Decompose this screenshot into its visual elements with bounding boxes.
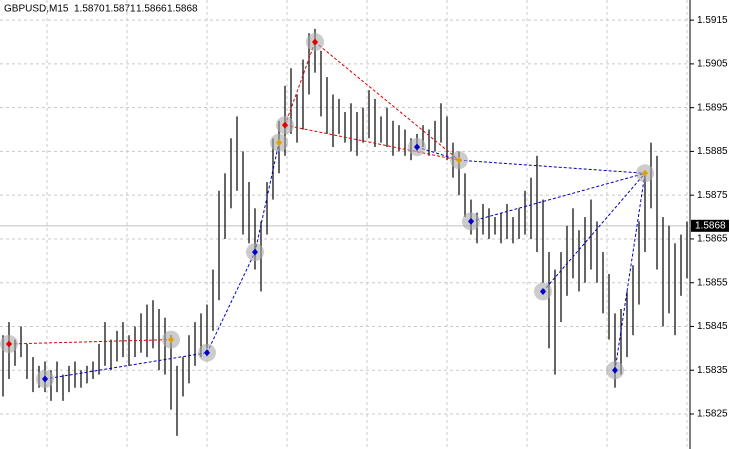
marker <box>42 375 48 383</box>
marker <box>204 349 210 357</box>
quote-value: 1.5871 <box>105 4 136 15</box>
marker <box>312 38 318 46</box>
zigzag-link <box>542 172 646 292</box>
marker <box>282 121 288 129</box>
zigzag-link <box>44 352 208 380</box>
zigzag-link <box>614 173 646 371</box>
quote-value: 1.5866 <box>136 4 167 15</box>
marker <box>456 156 462 164</box>
marker <box>276 139 282 147</box>
zigzag-link <box>206 251 256 353</box>
marker <box>168 336 174 344</box>
quote-value: 1.5868 <box>167 4 198 15</box>
y-tick-label: 1.5835 <box>697 365 728 376</box>
y-tick-label: 1.5905 <box>697 59 728 70</box>
marker <box>642 169 648 177</box>
zigzag-link <box>470 172 646 222</box>
marker <box>612 366 618 374</box>
zigzag-link <box>458 159 646 174</box>
zigzag-link <box>284 124 460 161</box>
y-tick-label: 1.5865 <box>697 234 728 245</box>
marker <box>468 217 474 225</box>
current-price-box <box>691 219 729 232</box>
marker <box>540 287 546 295</box>
chart-title: GBPUSD,M15 <box>4 4 69 15</box>
y-tick-label: 1.5875 <box>697 190 728 201</box>
quote-value: 1.5870 <box>74 4 105 15</box>
marker <box>6 340 12 348</box>
marker <box>252 248 258 256</box>
current-price-label: 1.5868 <box>695 220 726 231</box>
y-tick-label: 1.5855 <box>697 277 728 288</box>
y-tick-label: 1.5895 <box>697 102 728 113</box>
y-tick-label: 1.5915 <box>697 15 728 26</box>
zigzag-link <box>254 142 280 253</box>
y-tick-label: 1.5825 <box>697 409 728 420</box>
zigzag-link <box>314 41 460 161</box>
marker <box>414 143 420 151</box>
y-tick-label: 1.5845 <box>697 321 728 332</box>
y-tick-label: 1.5885 <box>697 146 728 157</box>
zigzag-link <box>8 339 172 345</box>
